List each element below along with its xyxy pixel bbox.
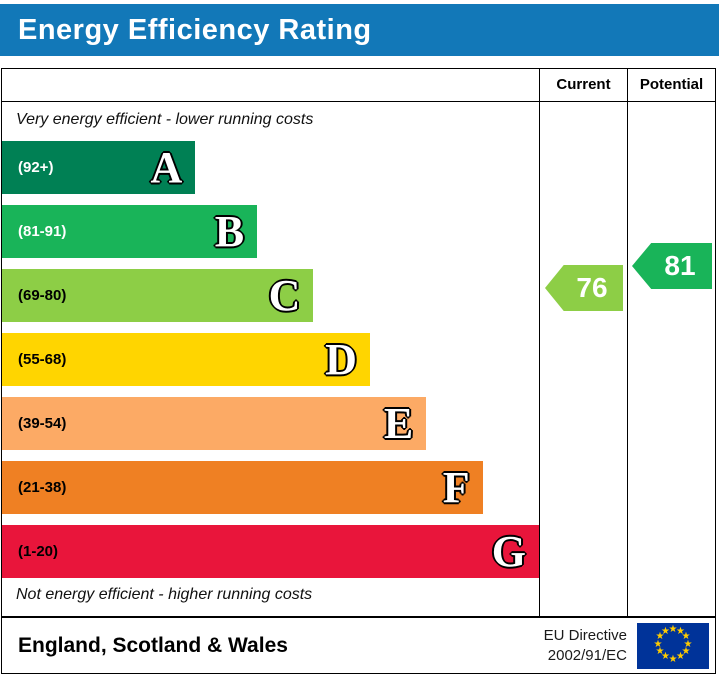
potential-column-header: Potential (639, 76, 704, 93)
current-rating-arrow: 76 (545, 265, 623, 311)
band-row-e: (39-54) E (2, 397, 427, 450)
band-row-a: (92+) A (2, 141, 196, 194)
band-letter: F (442, 462, 470, 512)
eu-flag-star: ★ (676, 625, 685, 637)
band-row-d: (55-68) D (2, 333, 370, 386)
current-column-divider (539, 69, 540, 616)
current-column-header: Current (556, 76, 611, 93)
eu-directive-line2: 2002/91/EC (547, 646, 627, 664)
band-letter: A (150, 142, 183, 192)
top-note: Very energy efficient - lower running co… (16, 111, 314, 128)
eu-flag-star: ★ (655, 631, 665, 642)
bottom-note: Not energy efficient - higher running co… (16, 586, 313, 603)
eu-flag-star: ★ (661, 625, 670, 637)
band-letter: D (325, 334, 357, 384)
eu-flag-star: ★ (681, 631, 691, 642)
rating-bands: (92+) A (81-91) B (69-80) C (55-68) D (3… (2, 141, 539, 589)
potential-column-divider (627, 69, 628, 616)
band-range-label: (69-80) (18, 287, 67, 304)
band-range-label: (55-68) (18, 351, 67, 368)
eu-flag-star: ★ (655, 646, 665, 657)
band-letter: B (214, 206, 245, 256)
rating-chart: Current Potential Very energy efficient … (1, 68, 716, 617)
band-letter: G (491, 526, 526, 576)
eu-directive-label: EU Directive 2002/91/EC (544, 626, 627, 665)
footer-bar: England, Scotland & Wales EU Directive 2… (1, 617, 716, 674)
potential-rating-value: 81 (664, 250, 696, 281)
band-range-label: (21-38) (18, 479, 67, 496)
eu-flag-star: ★ (668, 653, 678, 665)
band-range-label: (39-54) (18, 415, 67, 432)
band-row-b: (81-91) B (2, 205, 258, 258)
band-range-label: (1-20) (18, 543, 59, 560)
eu-flag-icon: ★ ★ ★ ★ ★ ★ ★ ★ ★ ★ ★ ★ (637, 622, 709, 669)
band-range-label: (81-91) (18, 223, 67, 240)
eu-directive-line1: EU Directive (543, 627, 627, 644)
band-range-label: (92+) (18, 159, 54, 176)
current-rating-value: 76 (576, 272, 608, 303)
region-label: England, Scotland & Wales (18, 633, 288, 657)
eu-flag-star: ★ (661, 651, 670, 663)
eu-flag-star: ★ (683, 638, 693, 650)
page-title: Energy Efficiency Rating (18, 13, 372, 46)
columns-header-underline (2, 69, 715, 102)
band-row-g: (1-20) G (2, 525, 539, 578)
band-row-c: (69-80) C (2, 269, 314, 322)
eu-flag-star: ★ (653, 638, 663, 650)
band-letter: C (268, 270, 301, 320)
eu-flag-star: ★ (676, 651, 685, 663)
band-letter: E (383, 398, 414, 448)
title-bar: Energy Efficiency Rating (0, 4, 719, 56)
eu-flag-star: ★ (668, 623, 678, 635)
potential-rating-arrow: 81 (632, 243, 712, 289)
eu-flag-star: ★ (681, 646, 691, 657)
band-row-f: (21-38) F (2, 461, 483, 514)
